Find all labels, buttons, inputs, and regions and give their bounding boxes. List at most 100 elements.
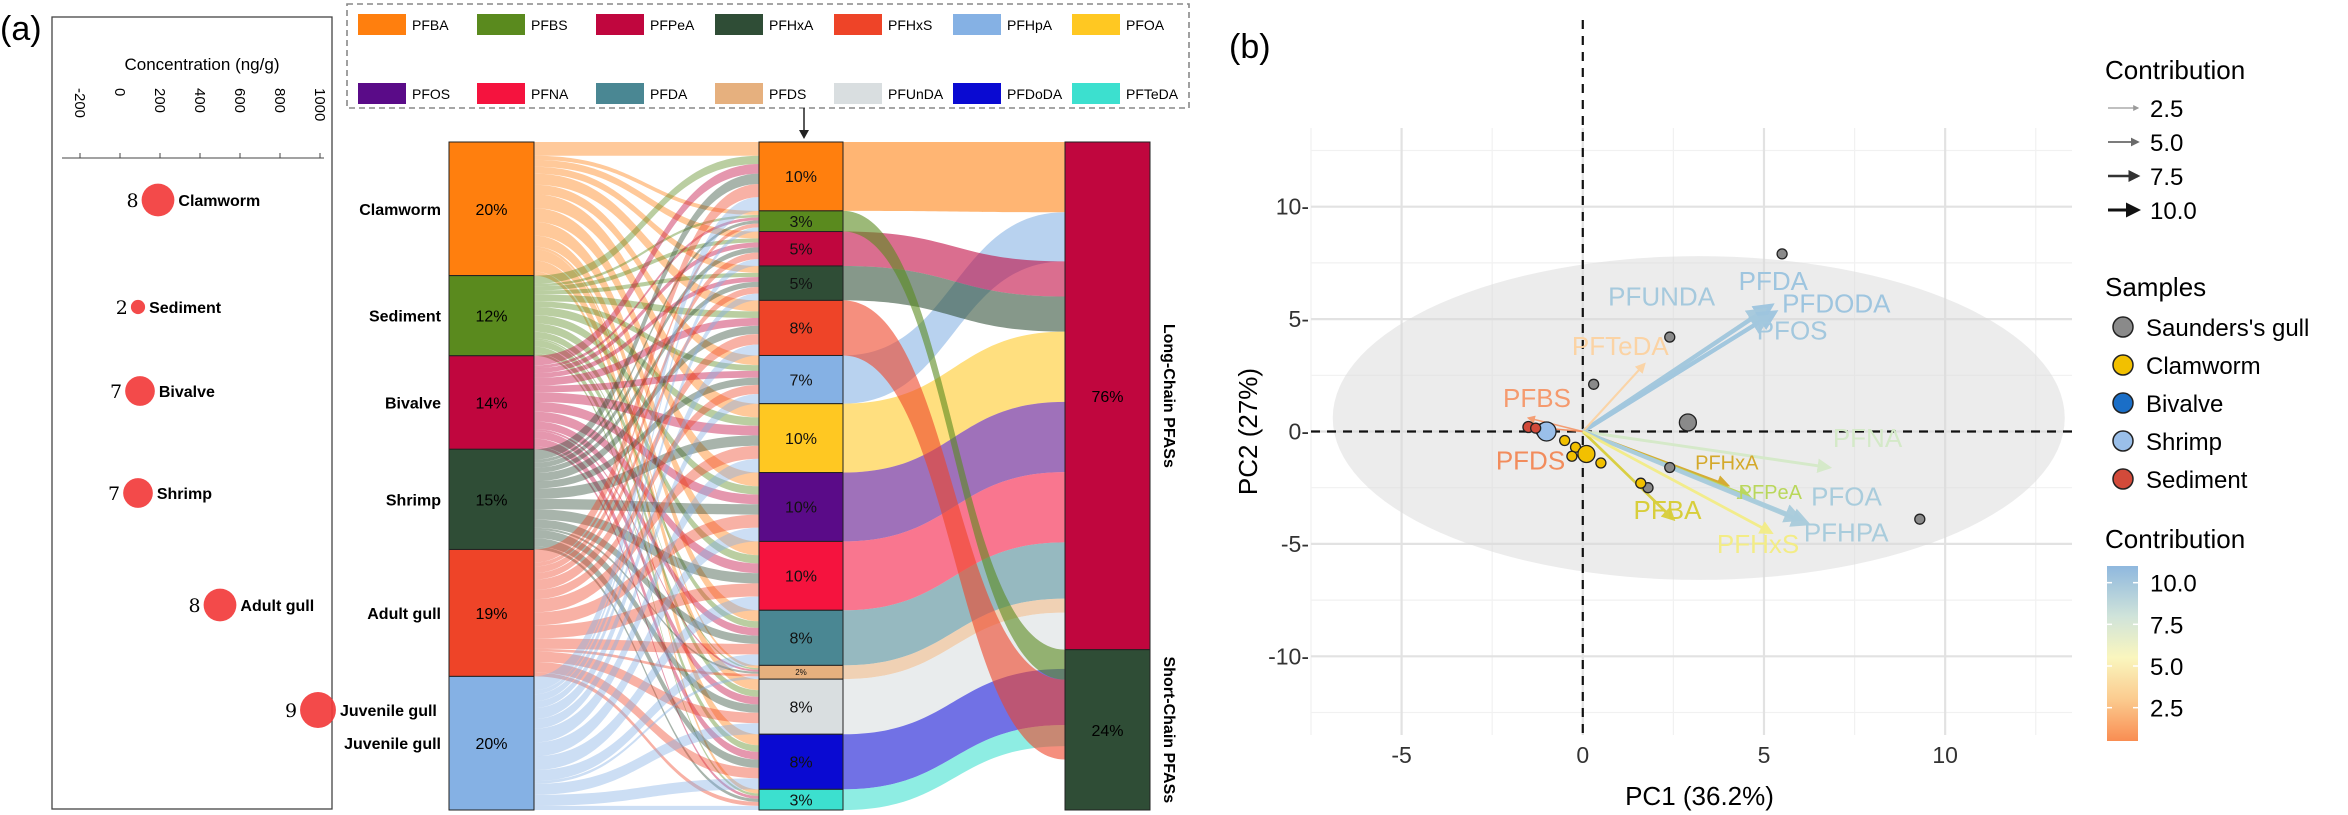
sankey-flow xyxy=(534,435,759,499)
pca-confidence-ellipse xyxy=(1332,256,2065,580)
sankey-flow xyxy=(534,346,759,752)
sankey-flow xyxy=(534,246,759,669)
sankey-nodes: 20% Clamworm 12% Sediment 14% Bivalve 15% Shrim… xyxy=(344,141,1177,811)
legend-swatch xyxy=(953,14,1001,35)
legend-pointer-arrow xyxy=(799,130,809,139)
pca-ytick-label: 5- xyxy=(1289,306,1309,332)
bubble-name-label: Clamworm xyxy=(178,193,260,210)
bubble-name-label: Sediment xyxy=(149,300,222,317)
sankey-node-compound xyxy=(758,678,844,735)
sankey-node-pct: 10% xyxy=(785,569,817,586)
sankey-node-pct: 20% xyxy=(475,202,507,219)
sankey-node-pct: 8% xyxy=(789,631,812,648)
sankey-flow xyxy=(534,546,759,802)
bubble-point xyxy=(123,478,153,508)
sankey-flow xyxy=(534,155,759,284)
legend-sample-swatch xyxy=(2112,392,2134,414)
sankey-flow xyxy=(534,377,759,489)
sankey-flow xyxy=(534,318,759,386)
sankey-node-sample xyxy=(448,141,535,277)
pca-legend: Contribution 2.5 5.0 7.5 10.0 Samples Saunders… xyxy=(2105,55,2309,741)
bubble-point xyxy=(141,183,175,217)
pca-loading-label: PFHxA xyxy=(1695,453,1759,475)
sankey-flow xyxy=(534,301,759,371)
pca-sample-point xyxy=(1678,413,1698,432)
sankey-flow xyxy=(534,421,759,636)
sankey-flow xyxy=(534,648,759,677)
sankey-node-compound xyxy=(758,788,844,811)
sankey-flow xyxy=(534,529,759,713)
sankey-flow xyxy=(534,805,759,810)
sankey-flow xyxy=(534,778,759,806)
sankey-node-pct: 3% xyxy=(789,214,812,231)
pca-loading-label: PFOS xyxy=(1757,315,1828,345)
pca-ytick-label: 0- xyxy=(1289,419,1309,445)
bubble-point xyxy=(300,692,336,728)
sankey-node-compound xyxy=(758,540,844,611)
sankey-node-sample xyxy=(448,675,535,811)
pca-xlabel: PC1 (36.2%) xyxy=(1625,781,1774,811)
pca-ylabel: PC2 (27%) xyxy=(1233,368,1263,495)
bubble-points: 8 Clamworm 2 Sediment 7 Bivalve 7 Shrimp 8 Adult … xyxy=(108,183,437,728)
pca-loading-arrow xyxy=(1582,430,1774,534)
sankey-node-pct: 76% xyxy=(1091,389,1123,406)
legend-label: PFNA xyxy=(531,86,569,102)
legend-sample-swatch xyxy=(2112,468,2134,490)
pca-sample-point xyxy=(1635,477,1647,489)
pca-sample-point xyxy=(1566,450,1578,462)
legend-contribution-label: 5.0 xyxy=(2150,130,2183,157)
sankey-flow xyxy=(534,438,759,760)
sankey-node-pct: 5% xyxy=(789,242,812,259)
bubble-plot-frame xyxy=(51,16,333,810)
sankey-node-name: Bivalve xyxy=(385,396,441,413)
legend-label: PFDA xyxy=(650,86,688,102)
bubble-count-label: 7 xyxy=(110,381,122,403)
sankey-node-name: Juvenile gull xyxy=(344,736,441,753)
sankey-node-pct: 10% xyxy=(785,500,817,517)
colorbar-tick-label: 2.5 xyxy=(2150,696,2183,723)
legend-swatch xyxy=(596,83,644,104)
sankey-flow xyxy=(534,166,759,273)
sankey-node-pct: 8% xyxy=(789,755,812,772)
sankey-flow xyxy=(534,307,759,426)
bubble-point xyxy=(203,588,237,622)
sankey-flow xyxy=(534,271,759,794)
sankey-flow xyxy=(534,676,759,784)
sankey-flow xyxy=(534,238,759,291)
sankey-node-pct: 10% xyxy=(785,169,817,186)
pca-sample-point xyxy=(1664,331,1676,343)
legend-label: PFOA xyxy=(1126,17,1165,33)
legend-sample-label: Shrimp xyxy=(2146,429,2222,456)
pca-loading-label: PFDS xyxy=(1496,446,1565,476)
sankey-node-sample xyxy=(448,548,535,677)
sankey-flow xyxy=(534,527,759,757)
sankey-flow xyxy=(843,725,1065,810)
sankey-flow xyxy=(534,227,759,695)
sankey-flow xyxy=(534,173,759,312)
pca-loading-label: PFUNDA xyxy=(1608,282,1716,312)
bubble-name-label: Adult gull xyxy=(240,598,314,615)
colorbar-tick-label: 7.5 xyxy=(2150,612,2183,639)
legend-swatch xyxy=(834,14,882,35)
sankey-flow xyxy=(534,429,759,672)
legend-label: PFHpA xyxy=(1007,17,1053,33)
sankey-node-name: Sediment xyxy=(369,309,442,326)
sankey-flow xyxy=(534,638,759,655)
sankey-node-pct: 3% xyxy=(789,792,812,809)
sankey-flow xyxy=(534,197,759,691)
legend-contribution-title: Contribution xyxy=(2105,55,2245,85)
pca-loading-label: PFOA xyxy=(1811,482,1882,512)
sankey-flow xyxy=(534,392,759,436)
sankey-flow xyxy=(534,286,759,580)
bubble-axis-title: Concentration (ng/g) xyxy=(125,55,280,74)
legend-label: PFTeDA xyxy=(1126,86,1179,102)
sankey-flow xyxy=(534,394,759,729)
bubble-count-label: 7 xyxy=(108,483,120,505)
sankey-node-pct: 20% xyxy=(475,736,507,753)
sankey-flow xyxy=(843,331,1065,473)
sankey-flow xyxy=(534,142,759,156)
sankey-node-pct: 12% xyxy=(475,309,507,326)
pca-xtick-label: 5 xyxy=(1758,742,1771,768)
sankey-flow xyxy=(534,260,759,746)
sankey-flow xyxy=(843,542,1065,666)
